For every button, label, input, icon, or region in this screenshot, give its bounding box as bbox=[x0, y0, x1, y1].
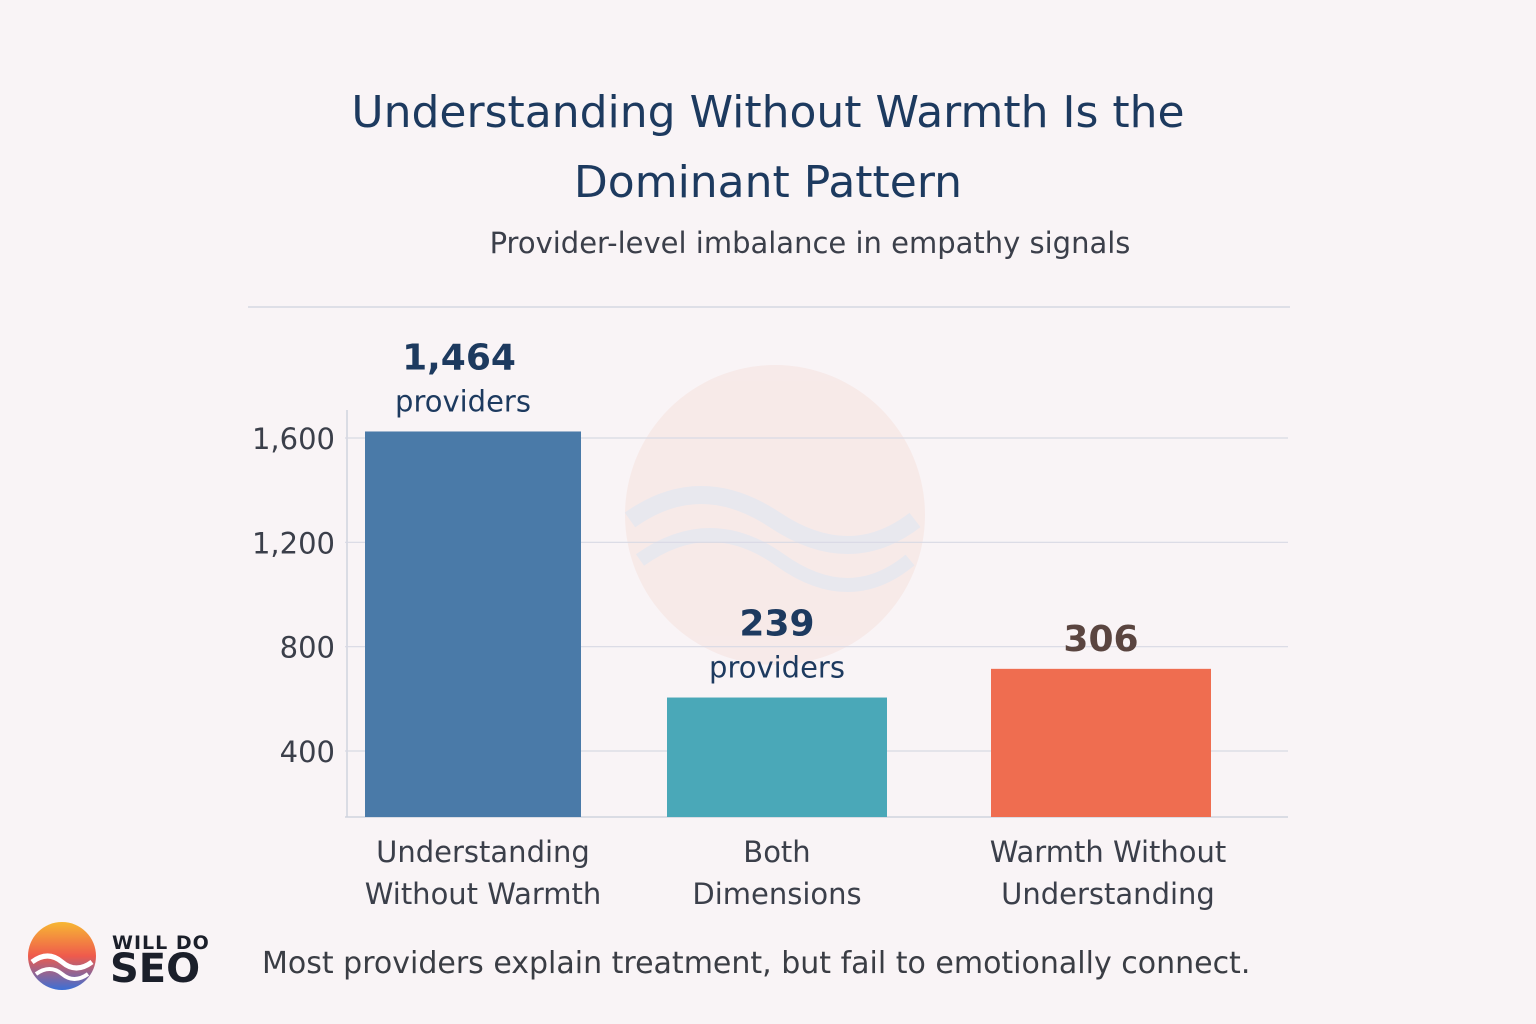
bar bbox=[991, 668, 1211, 817]
chart-title: Understanding Without Warmth Is the Domi… bbox=[0, 78, 1536, 218]
chart-title-line-1: Understanding Without Warmth Is the bbox=[351, 87, 1185, 138]
chart-subtitle: Provider-level imbalance in empathy sign… bbox=[489, 226, 1131, 260]
x-category-label: Understanding bbox=[376, 835, 590, 869]
x-category-label: Warmth Without bbox=[990, 835, 1227, 869]
logo-wave-icon bbox=[30, 953, 94, 971]
logo-text-top: WILL DO bbox=[112, 932, 210, 954]
y-tick-label: 1,200 bbox=[252, 526, 335, 560]
will-do-seo-logo bbox=[28, 922, 96, 990]
footer-note: Most providers explain treatment, but fa… bbox=[262, 946, 1251, 981]
bar bbox=[365, 431, 581, 817]
x-category-label: Both bbox=[743, 835, 810, 869]
data-label-value: 239 bbox=[739, 604, 814, 645]
watermark-emblem bbox=[624, 365, 925, 665]
y-tick-label: 400 bbox=[280, 735, 335, 769]
data-label-value: 1,464 bbox=[402, 337, 516, 378]
data-label-unit: providers bbox=[395, 384, 531, 418]
data-label-unit: providers bbox=[709, 651, 845, 685]
x-category-label: Without Warmth bbox=[365, 877, 602, 911]
logo-sun-icon bbox=[28, 922, 96, 990]
bar bbox=[667, 697, 887, 817]
data-label-value: 306 bbox=[1063, 619, 1138, 660]
chart-title-line-2: Dominant Pattern bbox=[573, 157, 963, 208]
logo-text-bottom: SEO bbox=[110, 946, 201, 992]
x-category-label: Understanding bbox=[1001, 877, 1215, 911]
x-category-label: Dimensions bbox=[692, 877, 861, 911]
y-tick-label: 800 bbox=[280, 631, 335, 665]
y-tick-label: 1,600 bbox=[252, 422, 335, 456]
